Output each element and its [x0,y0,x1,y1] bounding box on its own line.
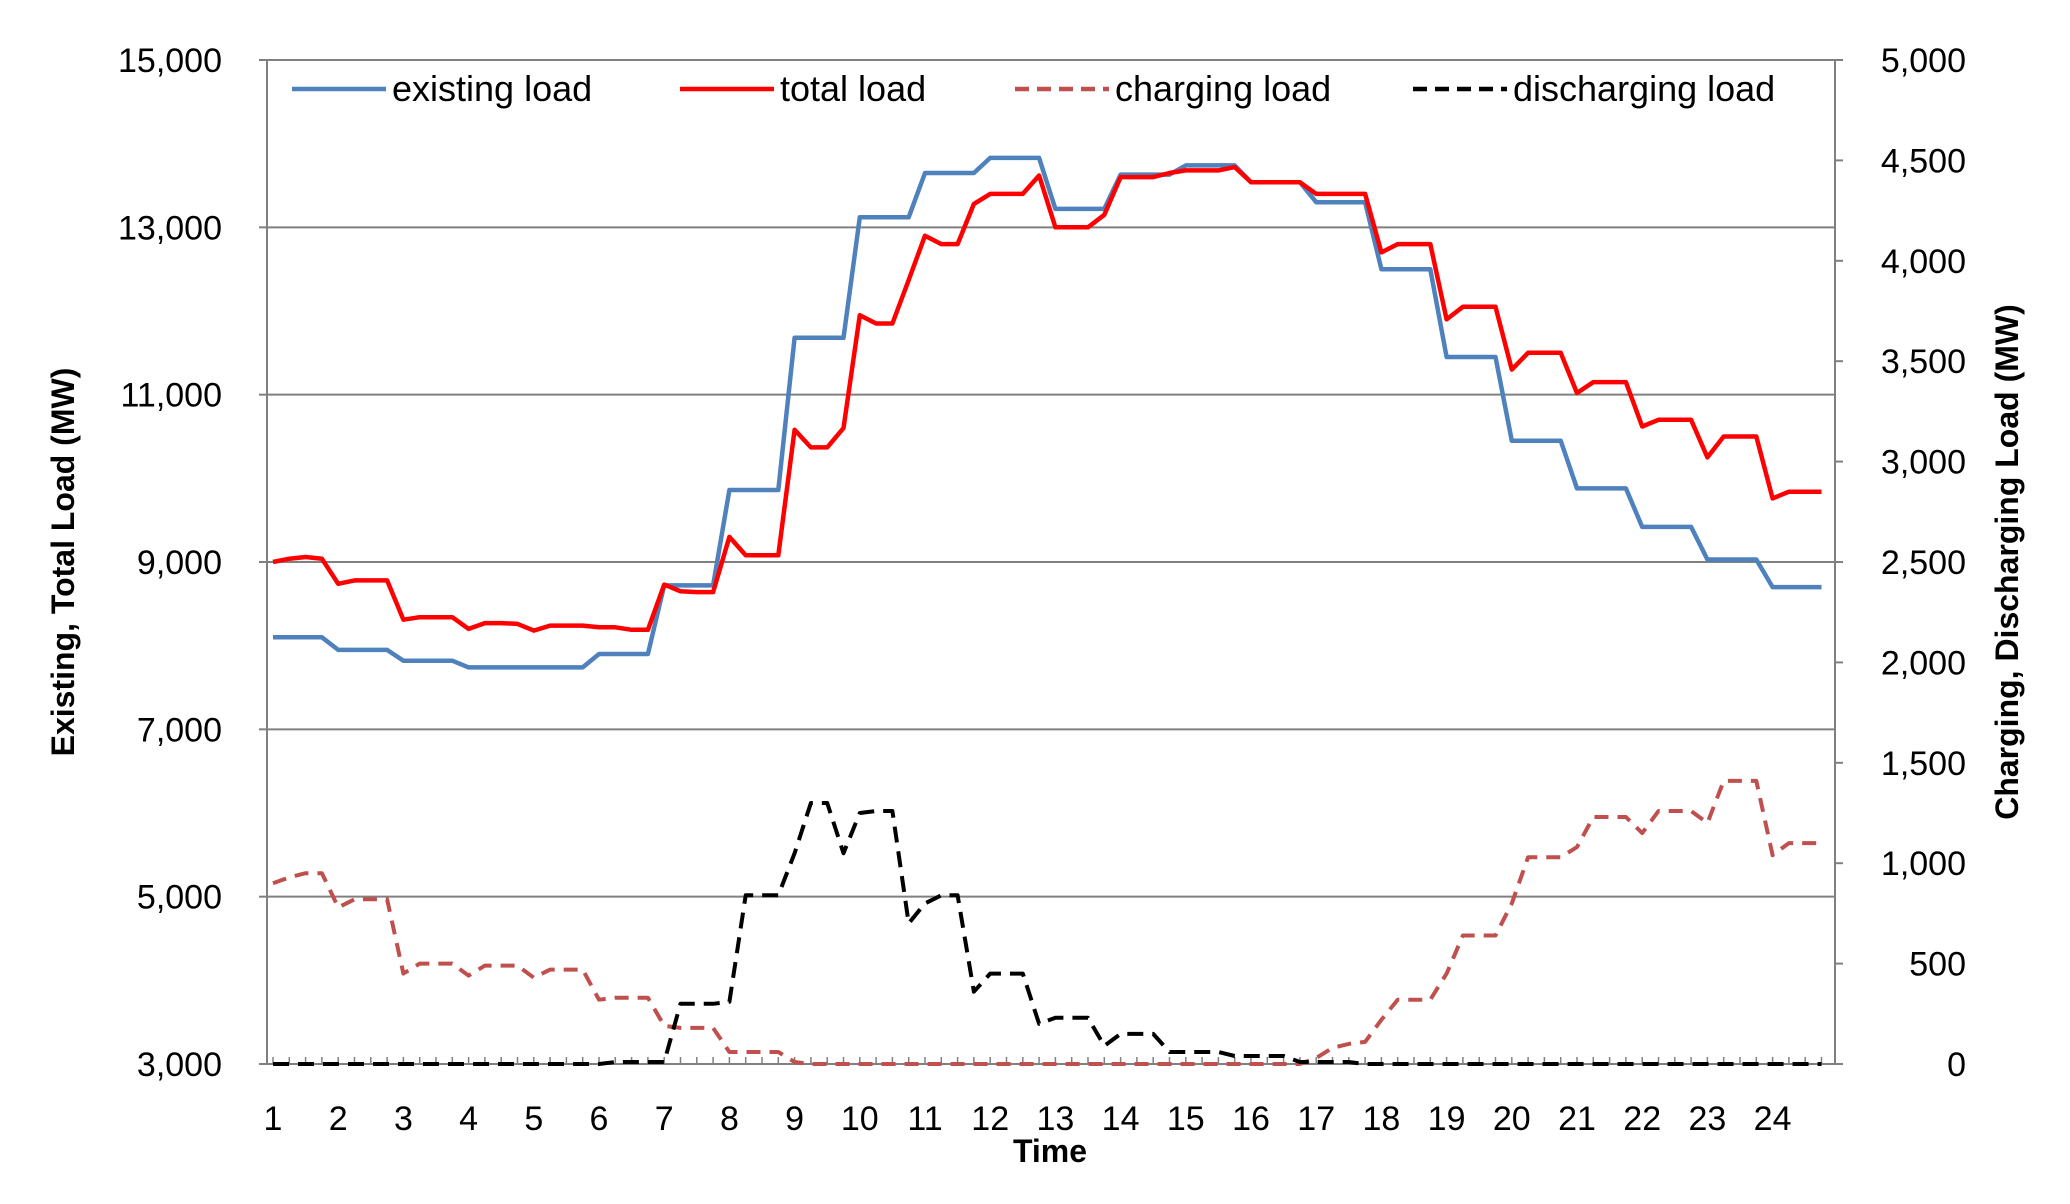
right-axis-tick-label: 3,500 [1881,343,1966,381]
legend: existing load total load charging load disc… [292,68,1775,109]
x-axis-tick-label: 18 [1362,1100,1400,1138]
legend-label-total-load: total load [780,68,926,109]
right-axis-tick-label: 1,000 [1881,845,1966,883]
x-axis-tick-label: 5 [524,1100,543,1138]
left-axis-tick-label: 5,000 [137,879,222,917]
x-axis-tick-label: 10 [841,1100,879,1138]
x-axis-tick-label: 2 [329,1100,348,1138]
x-axis-tick-label: 19 [1428,1100,1466,1138]
legend-label-charging-load: charging load [1115,68,1331,109]
left-axis-tick-labels: 3,000 5,000 7,000 9,000 11,000 13,000 15,000 [118,42,222,1084]
legend-label-discharging-load: discharging load [1513,68,1775,109]
x-axis-tick-label: 11 [907,1100,942,1138]
series-line-charging-load [272,778,1822,1066]
series-layer [272,155,1822,1066]
x-axis-title: Time [1013,1133,1087,1169]
x-axis-tick-label: 12 [971,1100,1009,1138]
right-axis-tick-label: 3,000 [1881,444,1966,482]
left-axis-tick-label: 9,000 [137,544,222,582]
series-line-discharging-load [273,801,1822,1066]
x-axis-tick-label: 13 [1036,1100,1074,1138]
right-axis-tick-label: 2,000 [1881,644,1966,682]
series-line-total-load [272,164,1822,633]
x-axis-tick-label: 17 [1297,1100,1335,1138]
left-axis-tick-label: 15,000 [118,42,222,80]
series-line-existing-load [273,155,1822,670]
left-axis-tick-label: 11,000 [121,377,222,415]
left-axis-tick-label: 7,000 [137,711,222,749]
right-axis-tick-label: 5,000 [1881,42,1966,80]
x-axis-tick-label: 24 [1754,1100,1792,1138]
legend-label-existing-load: existing load [392,68,592,109]
right-axis-tick-labels: 0 500 1,000 1,500 2,000 2,500 3,000 3,500 4,000 4… [1881,42,1966,1084]
left-axis-tick-label: 13,000 [118,209,222,247]
x-axis-tick-label: 22 [1623,1100,1661,1138]
x-axis-tick-label: 6 [590,1100,609,1138]
x-axis-tick-label: 8 [720,1100,739,1138]
left-axis-title: Existing, Total Load (MW) [45,368,81,757]
x-axis-tick-label: 16 [1232,1100,1270,1138]
right-axis-tick-label: 2,500 [1881,544,1966,582]
x-axis-tick-label: 1 [264,1100,283,1138]
right-axis-tick-label: 4,500 [1881,142,1966,180]
x-axis-tick-label: 15 [1167,1100,1205,1138]
x-axis-tick-label: 4 [459,1100,478,1138]
right-axis-tick-label: 0 [1947,1046,1966,1084]
right-axis-tick-label: 4,000 [1881,243,1966,281]
x-axis-tick-label: 20 [1493,1100,1531,1138]
x-axis-tick-label: 3 [394,1100,413,1138]
x-axis-tick-label: 14 [1102,1100,1140,1138]
x-axis-tick-label: 7 [655,1100,674,1138]
right-axis-title: Charging, Discharging Load (MW) [1989,304,2025,820]
left-axis-tick-label: 3,000 [137,1046,222,1084]
x-axis-tick-labels: 1 2 3 4 5 6 7 8 9 10 11 12 13 14 15 16 17 18 19 20 21 22 23 24 [264,1100,1792,1138]
right-axis-tick-label: 1,500 [1881,745,1966,783]
gridlines [267,226,1835,898]
right-axis-tick-label: 500 [1909,946,1966,984]
x-axis-tick-label: 23 [1688,1100,1726,1138]
x-axis-tick-label: 21 [1558,1100,1596,1138]
x-axis-tick-label: 9 [785,1100,804,1138]
